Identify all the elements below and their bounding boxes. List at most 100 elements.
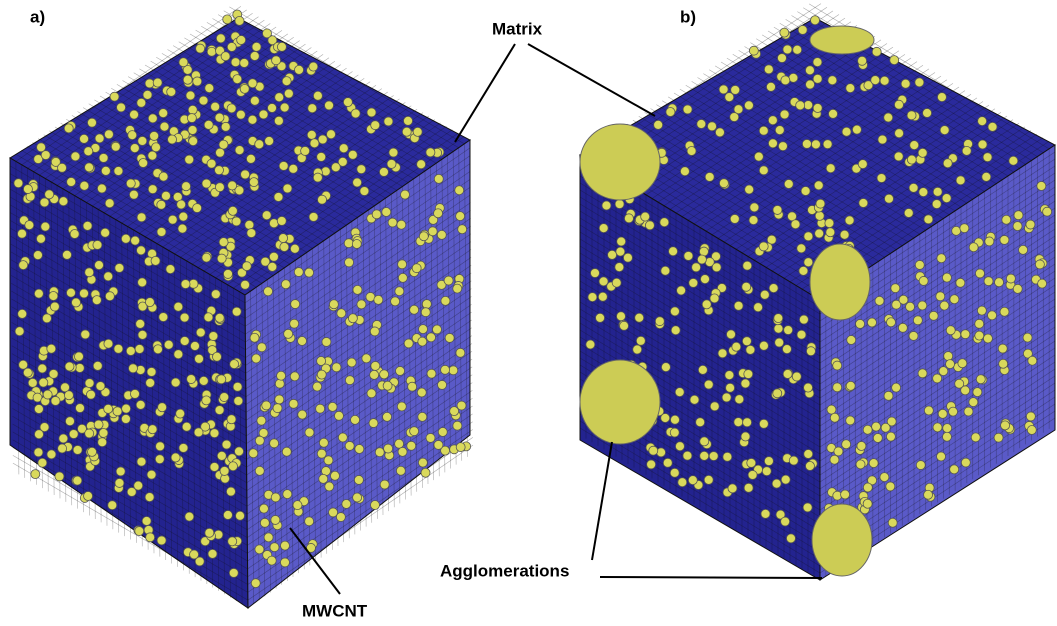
nanotube-cell — [731, 85, 740, 94]
nanotube-cell — [955, 379, 964, 388]
nanotube-cell — [210, 462, 219, 471]
nanotube-cell — [418, 337, 427, 346]
nanotube-cell — [371, 361, 380, 370]
nanotube-cell — [137, 98, 146, 107]
nanotube-cell — [72, 298, 81, 307]
nanotube-cell — [353, 285, 362, 294]
nanotube-cell — [946, 326, 955, 335]
nanotube-cell — [933, 423, 942, 432]
nanotube-cell — [252, 42, 261, 51]
nanotube-cell — [308, 104, 317, 113]
nanotube-cell — [174, 350, 183, 359]
nanotube-cell — [799, 266, 808, 275]
nanotube-cell — [34, 448, 43, 457]
nanotube-cell — [388, 218, 397, 227]
nanotube-cell — [305, 517, 314, 526]
nanotube-cell — [121, 414, 130, 423]
nanotube-cell — [444, 276, 453, 285]
nanotube-cell — [909, 331, 918, 340]
nanotube-cell — [924, 406, 933, 415]
nanotube-cell — [319, 474, 328, 483]
nanotube-cell — [232, 307, 241, 316]
nanotube-cell — [19, 261, 28, 270]
nanotube-cell — [113, 407, 122, 416]
nanotube-cell — [34, 404, 43, 413]
nanotube-cell — [886, 482, 895, 491]
nanotube-cell — [235, 447, 244, 456]
nanotube-cell — [136, 319, 145, 328]
nanotube-cell — [136, 400, 145, 409]
nanotube-cell — [746, 345, 755, 354]
nanotube-cell — [161, 191, 170, 200]
nanotube-cell — [248, 79, 257, 88]
nanotube-cell — [334, 411, 343, 420]
nanotube-cell — [208, 549, 217, 558]
nanotube-cell — [97, 184, 106, 193]
nanotube-cell — [246, 154, 255, 163]
nanotube-cell — [234, 396, 243, 405]
nanotube-cell — [901, 79, 910, 88]
nanotube-cell — [827, 405, 836, 414]
nanotube-cell — [969, 243, 978, 252]
nanotube-cell — [907, 111, 916, 120]
nanotube-cell — [422, 300, 431, 309]
leader-line — [528, 44, 655, 116]
nanotube-cell — [74, 352, 83, 361]
nanotube-cell — [245, 220, 254, 229]
nanotube-cell — [142, 517, 151, 526]
nanotube-cell — [418, 458, 427, 467]
nanotube-cell — [176, 409, 185, 418]
nanotube-cell — [663, 458, 672, 467]
agglomeration — [810, 244, 870, 320]
agglomeration — [580, 360, 660, 444]
nanotube-cell — [145, 493, 154, 502]
nanotube-cell — [769, 284, 778, 293]
nanotube-cell — [345, 258, 354, 267]
nanotube-cell — [1002, 215, 1011, 224]
nanotube-cell — [976, 375, 985, 384]
nanotube-cell — [869, 459, 878, 468]
nanotube-cell — [293, 501, 302, 510]
nanotube-cell — [75, 363, 84, 372]
nanotube-cell — [18, 309, 27, 318]
nanotube-cell — [749, 46, 758, 55]
nanotube-cell — [719, 179, 728, 188]
nanotube-cell — [647, 460, 656, 469]
nanotube-cell — [950, 295, 959, 304]
nanotube-cell — [228, 181, 237, 190]
nanotube-cell — [704, 380, 713, 389]
nanotube-cell — [171, 378, 180, 387]
nanotube-cell — [723, 452, 732, 461]
nanotube-cell — [982, 172, 991, 181]
nanotube-cell — [906, 302, 915, 311]
nanotube-cell — [712, 263, 721, 272]
nanotube-cell — [182, 422, 191, 431]
nanotube-cell — [179, 58, 188, 67]
nanotube-cell — [153, 78, 162, 87]
nanotube-cell — [153, 345, 162, 354]
nanotube-cell — [283, 490, 292, 499]
nanotube-cell — [210, 429, 219, 438]
agglomeration — [812, 504, 872, 576]
nanotube-cell — [47, 344, 56, 353]
panel-label: b) — [680, 7, 696, 26]
nanotube-cell — [815, 229, 824, 238]
nanotube-cell — [661, 266, 670, 275]
nanotube-cell — [216, 148, 225, 157]
nanotube-cell — [937, 452, 946, 461]
nanotube-cell — [698, 365, 707, 374]
nanotube-cell — [260, 518, 269, 527]
nanotube-cell — [1013, 284, 1022, 293]
nanotube-cell — [383, 412, 392, 421]
nanotube-cell — [58, 163, 67, 172]
nanotube-cell — [250, 333, 259, 342]
nanotube-cell — [58, 444, 67, 453]
nanotube-cell — [240, 59, 249, 68]
nanotube-cell — [438, 380, 447, 389]
nanotube-cell — [730, 214, 739, 223]
nanotube-cell — [801, 187, 810, 196]
nanotube-cell — [130, 389, 139, 398]
nanotube-cell — [391, 297, 400, 306]
nanotube-cell — [81, 330, 90, 339]
nanotube-cell — [271, 493, 280, 502]
